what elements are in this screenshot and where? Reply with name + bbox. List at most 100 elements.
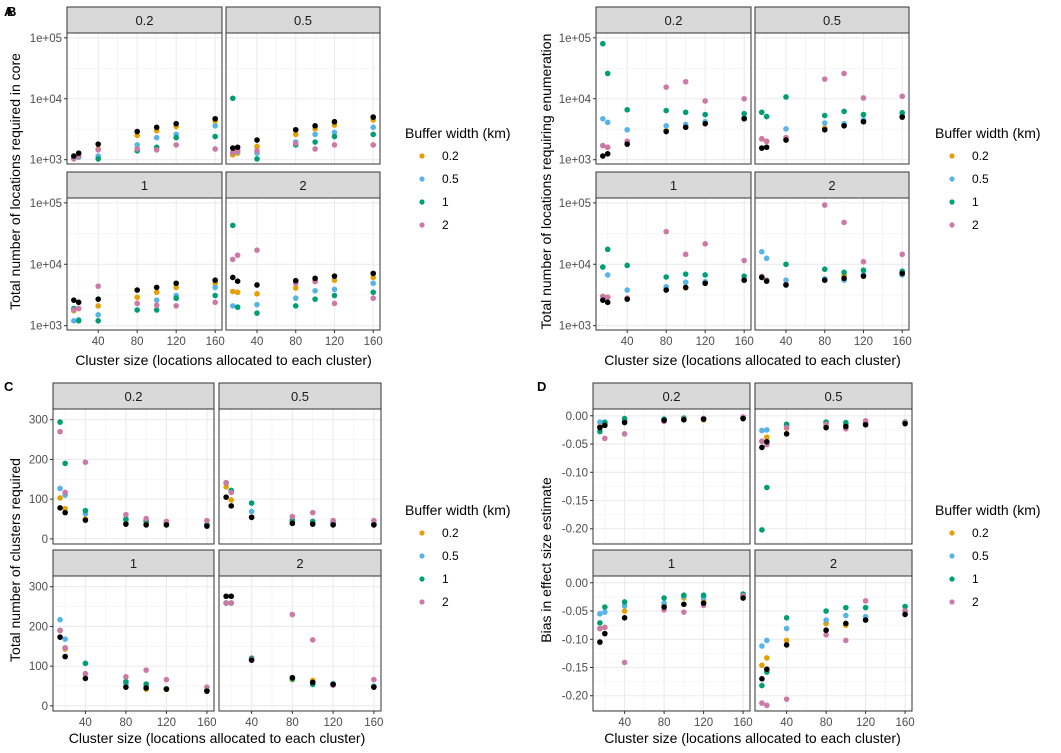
x-tick-label: 120: [694, 717, 713, 729]
data-point-buffer-0.2: [292, 285, 299, 291]
data-point-buffer-0.2: [223, 484, 229, 490]
legend-key-0.2: [419, 530, 425, 536]
data-point-buffer-0.2: [228, 497, 235, 503]
data-point-buffer-0.5: [764, 427, 770, 433]
data-point-buffer-1: [663, 274, 669, 280]
data-point-buffer-black: [309, 679, 316, 686]
data-point-buffer-black: [763, 278, 770, 284]
data-point-buffer-2: [823, 631, 829, 638]
y-tick-label: 300: [29, 415, 48, 427]
data-point-buffer-0.5: [331, 129, 338, 136]
x-axis-title: Cluster size (locations allocated to eac…: [604, 730, 900, 746]
data-point-buffer-2: [604, 294, 611, 301]
x-tick-label: 120: [167, 336, 186, 348]
data-point-buffer-2: [741, 95, 747, 102]
data-point-buffer-1: [899, 109, 906, 116]
data-point-buffer-2: [223, 600, 229, 606]
data-point-buffer-black: [254, 137, 260, 143]
data-point-buffer-black: [902, 420, 908, 427]
data-point-buffer-black: [212, 277, 218, 284]
facet-0.5: 0.5: [754, 382, 913, 545]
data-point-buffer-2: [741, 257, 747, 264]
y-tick-label: 0: [42, 534, 48, 546]
data-point-buffer-black: [82, 675, 89, 682]
data-point-buffer-0.5: [370, 124, 377, 131]
data-point-buffer-black: [621, 614, 628, 621]
facet-0.2: 0.2 0 100 200 300: [29, 382, 215, 546]
data-point-buffer-1: [841, 108, 847, 115]
data-point-buffer-black: [371, 522, 377, 528]
legend-label: 1: [972, 572, 979, 586]
data-point-buffer-black: [309, 521, 316, 527]
data-point-buffer-2: [71, 307, 77, 313]
data-point-buffer-black: [292, 126, 299, 133]
data-point-buffer-0.5: [663, 122, 669, 129]
data-point-buffer-black: [758, 274, 765, 281]
data-point-buffer-1: [682, 109, 689, 116]
data-point-buffer-0.5: [624, 126, 630, 133]
y-tick-label: -0.05: [562, 606, 588, 618]
data-point-buffer-2: [841, 70, 847, 77]
data-point-buffer-0.5: [783, 126, 789, 132]
facet-strip: [754, 6, 910, 34]
data-point-buffer-1: [862, 604, 869, 611]
data-point-buffer-black: [823, 424, 829, 431]
x-tick-label: 80: [818, 336, 831, 348]
data-point-buffer-black: [228, 503, 235, 509]
data-point-buffer-black: [702, 280, 708, 287]
data-point-buffer-black: [702, 120, 708, 127]
data-point-buffer-0.2: [95, 303, 101, 309]
data-point-buffer-1: [95, 156, 101, 162]
data-point-buffer-0.5: [604, 272, 611, 278]
data-point-buffer-2: [292, 140, 299, 147]
data-point-buffer-2: [123, 511, 129, 518]
facet-1: 1 1e+03 1e+04 1e+05 40 80 120 160: [559, 171, 754, 348]
data-point-buffer-1: [759, 682, 765, 689]
data-point-buffer-1: [681, 592, 687, 599]
plot-border: [52, 408, 215, 545]
x-tick-label: 160: [895, 717, 914, 729]
data-point-buffer-2: [204, 517, 210, 524]
legend-key-1: [419, 576, 425, 582]
data-point-buffer-2: [841, 219, 847, 226]
data-point-buffer-black: [682, 124, 689, 131]
facet-strip: [66, 171, 223, 199]
y-tick-label: 200: [29, 454, 48, 466]
y-tick-label: 100: [29, 661, 48, 673]
chart-panel-b: B 0.2 1e+03 1e+04 1e+05 0.5 1 1e+03 1e+04 1e+05 40…: [7, 4, 1041, 368]
facet-0.5: 0.5: [754, 6, 910, 165]
data-point-buffer-2: [821, 202, 828, 208]
data-point-buffer-2: [173, 142, 179, 148]
data-point-buffer-0.5: [597, 611, 603, 617]
data-point-buffer-black: [624, 296, 630, 302]
x-tick-label: 40: [92, 336, 105, 348]
data-point-buffer-0.5: [254, 301, 260, 308]
data-point-buffer-0.5: [248, 508, 255, 515]
facet-strip: [52, 382, 215, 410]
data-point-buffer-2: [597, 625, 603, 632]
data-point-buffer-black: [173, 120, 179, 127]
panel-letter: A: [4, 4, 14, 19]
data-point-buffer-2: [123, 674, 129, 680]
data-point-buffer-black: [57, 634, 63, 640]
data-point-buffer-0.5: [602, 609, 608, 615]
data-point-buffer-2: [702, 98, 708, 104]
data-point-buffer-black: [860, 118, 867, 125]
data-point-buffer-black: [843, 423, 849, 430]
data-point-buffer-0.5: [621, 603, 628, 609]
data-point-buffer-1: [860, 267, 867, 274]
y-tick-label: 0.00: [566, 578, 588, 590]
data-point-buffer-black: [229, 145, 236, 151]
data-point-buffer-2: [289, 611, 296, 618]
facet-strip-label: 0.5: [294, 13, 312, 28]
legend-label: 2: [442, 218, 449, 232]
data-point-buffer-1: [134, 307, 140, 313]
data-point-buffer-black: [783, 137, 789, 143]
data-point-buffer-1: [82, 660, 89, 667]
data-point-buffer-1: [331, 292, 338, 299]
data-point-buffer-1: [841, 269, 847, 276]
x-tick-label: 40: [251, 336, 264, 348]
x-tick-label: 40: [618, 717, 631, 729]
data-point-buffer-2: [663, 84, 669, 90]
x-tick-label: 80: [820, 717, 833, 729]
